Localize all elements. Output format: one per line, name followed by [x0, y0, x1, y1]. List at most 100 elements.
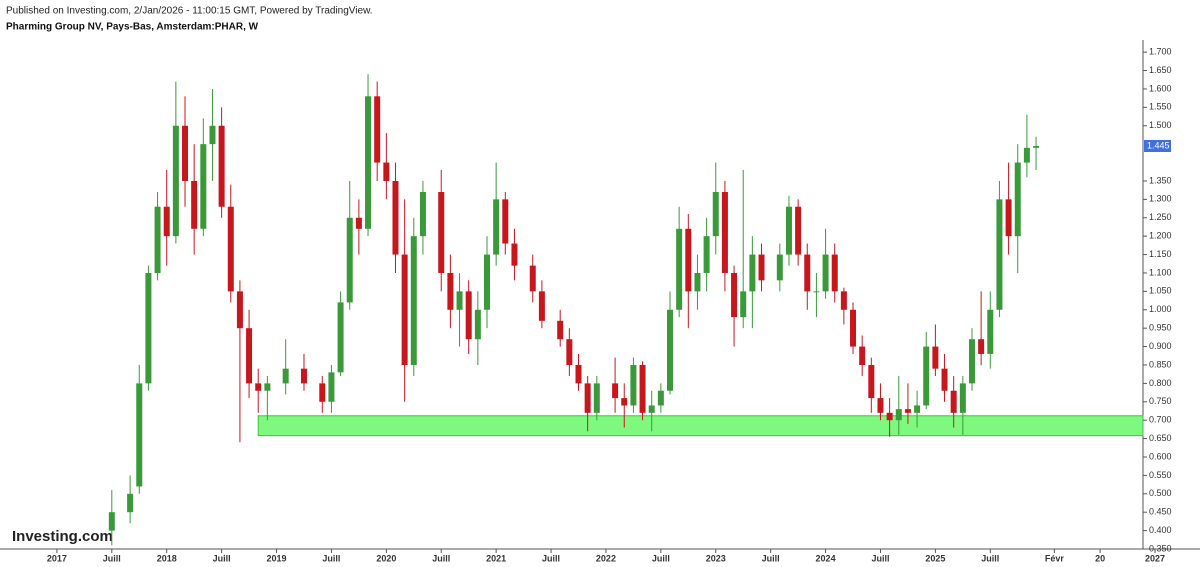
- candle-body: [474, 309, 481, 340]
- candle-body: [968, 339, 975, 384]
- x-tick-label: 2020: [376, 553, 396, 563]
- candle-body: [502, 199, 509, 244]
- x-tick-label: Juill: [103, 553, 121, 563]
- candle-body: [1014, 162, 1021, 237]
- y-tick-label: 0.550: [1149, 470, 1172, 480]
- x-tick-label: Juill: [981, 553, 999, 563]
- candle-body: [648, 405, 655, 413]
- x-tick-label: 2017: [47, 553, 67, 563]
- y-tick-label: 1.200: [1149, 231, 1172, 241]
- y-tick-label: 1.350: [1149, 175, 1172, 185]
- y-tick-label: 0.500: [1149, 488, 1172, 498]
- y-tick-label: 0.600: [1149, 451, 1172, 461]
- candle-body: [667, 309, 674, 391]
- candle-body: [383, 162, 390, 181]
- candle-body: [831, 254, 838, 292]
- x-tick-label: Juill: [652, 553, 670, 563]
- y-tick-label: 1.100: [1149, 267, 1172, 277]
- candle-body: [941, 368, 948, 391]
- candle-body: [694, 272, 701, 292]
- symbol-title: Pharming Group NV, Pays-Bas, Amsterdam:P…: [6, 22, 259, 33]
- candle-body: [813, 291, 820, 293]
- candle-body: [365, 96, 372, 229]
- candle-body: [182, 125, 189, 181]
- candle-body: [895, 409, 902, 421]
- candle-body: [795, 206, 802, 255]
- candle-body: [355, 217, 362, 229]
- candle-body: [987, 309, 994, 354]
- candle-body: [227, 206, 234, 292]
- x-tick-label: Juill: [213, 553, 231, 563]
- published-note: Published on Investing.com, 2/Jan/2026 -…: [6, 6, 373, 17]
- y-tick-label: 1.550: [1149, 102, 1172, 112]
- candle-body: [337, 302, 344, 373]
- y-tick-label: 1.150: [1149, 249, 1172, 259]
- y-tick-label: 1.250: [1149, 212, 1172, 222]
- y-tick-label: 0.400: [1149, 525, 1172, 535]
- watermark: Investing.com: [12, 528, 113, 545]
- candle-body: [731, 272, 738, 318]
- candle-body: [584, 383, 591, 413]
- y-tick-label: 0.800: [1149, 378, 1172, 388]
- candle-body: [1005, 199, 1012, 237]
- candle-body: [127, 493, 134, 513]
- candle-body: [621, 398, 628, 406]
- candle-body: [529, 265, 536, 292]
- candle-body: [374, 96, 381, 163]
- candle-body: [950, 390, 957, 413]
- candle-body: [483, 254, 490, 310]
- candle-body: [868, 364, 875, 399]
- candle-body: [996, 199, 1003, 310]
- y-tick-label: 1.700: [1149, 47, 1172, 57]
- candle-body: [914, 405, 921, 413]
- candle-body: [410, 236, 417, 365]
- candle-body: [804, 254, 811, 292]
- candle-body: [776, 254, 783, 281]
- candle-body: [218, 125, 225, 207]
- candle-body: [456, 291, 463, 310]
- y-tick-label: 0.900: [1149, 341, 1172, 351]
- candle-body: [923, 346, 930, 406]
- candle-body: [154, 206, 161, 273]
- candle-body: [108, 512, 115, 531]
- x-tick-label: Juill: [432, 553, 450, 563]
- candle-body: [685, 228, 692, 292]
- candle-body: [740, 291, 747, 318]
- x-tick-label: 2021: [486, 553, 506, 563]
- x-tick-label: 2027: [1145, 553, 1165, 563]
- candle-body: [840, 291, 847, 310]
- candle-body: [255, 383, 262, 391]
- candle-body: [721, 192, 728, 273]
- candle-body: [822, 254, 829, 292]
- candle-body: [419, 192, 426, 237]
- candle-body: [163, 206, 170, 237]
- candle-body: [401, 254, 408, 365]
- y-tick-label: 1.000: [1149, 304, 1172, 314]
- candle-body: [264, 383, 271, 391]
- x-tick-label: 2018: [157, 553, 177, 563]
- candle-body: [447, 272, 454, 310]
- x-tick-label: Juill: [542, 553, 560, 563]
- y-tick-label: 0.850: [1149, 359, 1172, 369]
- candle-body: [319, 383, 326, 402]
- candle-body: [191, 180, 198, 229]
- candle-body: [712, 192, 719, 237]
- candle-body: [538, 291, 545, 321]
- y-tick-label: 1.500: [1149, 120, 1172, 130]
- candle-body: [465, 291, 472, 340]
- candle-body: [282, 368, 289, 384]
- candle-body: [785, 206, 792, 255]
- last-price-box: [1144, 139, 1171, 152]
- candle-body: [639, 364, 646, 413]
- y-tick-label: 1.600: [1149, 83, 1172, 93]
- x-tick-label: Juill: [762, 553, 780, 563]
- y-tick-label: 0.650: [1149, 433, 1172, 443]
- candle-body: [236, 291, 243, 329]
- x-tick-label: 2019: [267, 553, 287, 563]
- x-tick-label: 2024: [816, 553, 836, 563]
- y-tick-label: 0.350: [1149, 543, 1172, 553]
- candle-body: [438, 192, 445, 273]
- y-tick-label: 1.650: [1149, 65, 1172, 75]
